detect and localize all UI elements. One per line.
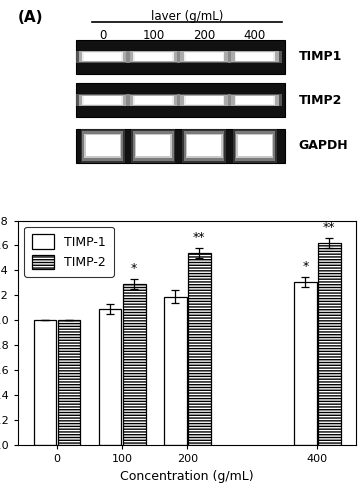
Text: *: * [131,262,137,276]
FancyBboxPatch shape [84,134,121,158]
FancyBboxPatch shape [84,53,121,60]
Text: 400: 400 [244,29,266,42]
FancyBboxPatch shape [79,95,126,106]
FancyBboxPatch shape [177,50,231,63]
Text: 200: 200 [193,29,215,42]
FancyBboxPatch shape [235,52,275,61]
FancyBboxPatch shape [126,50,180,63]
FancyBboxPatch shape [184,96,224,104]
FancyBboxPatch shape [136,136,170,156]
FancyBboxPatch shape [180,52,228,62]
FancyBboxPatch shape [86,136,120,156]
FancyBboxPatch shape [177,94,231,106]
FancyBboxPatch shape [133,131,174,160]
FancyBboxPatch shape [185,96,223,104]
FancyBboxPatch shape [236,53,274,60]
FancyBboxPatch shape [231,95,279,106]
FancyBboxPatch shape [133,96,174,104]
Text: TIMP1: TIMP1 [299,50,342,63]
Text: 0: 0 [99,29,106,42]
FancyBboxPatch shape [184,131,224,160]
Bar [188,253,211,445]
FancyBboxPatch shape [130,52,177,62]
FancyBboxPatch shape [235,96,275,104]
FancyBboxPatch shape [130,95,177,106]
FancyBboxPatch shape [82,52,123,61]
FancyBboxPatch shape [81,128,125,163]
Text: **: ** [193,231,206,244]
FancyBboxPatch shape [82,131,123,160]
Text: 100: 100 [142,29,165,42]
FancyBboxPatch shape [84,96,121,104]
Bar [294,282,317,445]
Bar [318,243,341,445]
Text: GAPDH: GAPDH [299,140,348,152]
Text: *: * [302,260,309,273]
FancyBboxPatch shape [76,84,285,117]
FancyBboxPatch shape [236,134,274,158]
FancyBboxPatch shape [185,134,223,158]
FancyBboxPatch shape [238,136,272,156]
FancyBboxPatch shape [228,94,282,106]
FancyBboxPatch shape [126,94,180,106]
Bar [58,320,81,445]
Text: **: ** [323,221,336,234]
Bar [123,284,145,445]
Legend: TIMP-1, TIMP-2: TIMP-1, TIMP-2 [24,227,113,277]
FancyBboxPatch shape [235,131,275,160]
Bar [164,296,186,445]
FancyBboxPatch shape [135,96,172,104]
FancyBboxPatch shape [187,136,221,156]
FancyBboxPatch shape [182,128,226,163]
Bar [99,309,121,445]
FancyBboxPatch shape [82,96,123,104]
FancyBboxPatch shape [135,134,172,158]
Text: (A): (A) [18,10,44,25]
FancyBboxPatch shape [185,53,223,60]
FancyBboxPatch shape [231,52,279,62]
FancyBboxPatch shape [76,50,130,63]
FancyBboxPatch shape [233,128,277,163]
Text: laver (g/mL): laver (g/mL) [151,10,224,23]
Text: TIMP2: TIMP2 [299,94,342,107]
FancyBboxPatch shape [180,95,228,106]
FancyBboxPatch shape [79,52,126,62]
Bar [33,320,57,445]
FancyBboxPatch shape [184,52,224,61]
FancyBboxPatch shape [135,53,172,60]
FancyBboxPatch shape [236,96,274,104]
X-axis label: Concentration (g/mL): Concentration (g/mL) [120,470,254,482]
FancyBboxPatch shape [76,94,130,106]
FancyBboxPatch shape [131,128,175,163]
FancyBboxPatch shape [228,50,282,63]
FancyBboxPatch shape [133,52,174,61]
FancyBboxPatch shape [76,128,285,163]
FancyBboxPatch shape [76,40,285,74]
